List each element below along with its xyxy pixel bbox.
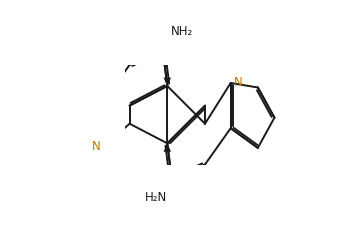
Text: H₂N: H₂N (144, 191, 167, 204)
Polygon shape (164, 143, 171, 152)
Polygon shape (164, 78, 171, 86)
Text: N: N (234, 76, 242, 90)
Text: N: N (92, 140, 101, 153)
Text: NH₂: NH₂ (171, 25, 193, 38)
